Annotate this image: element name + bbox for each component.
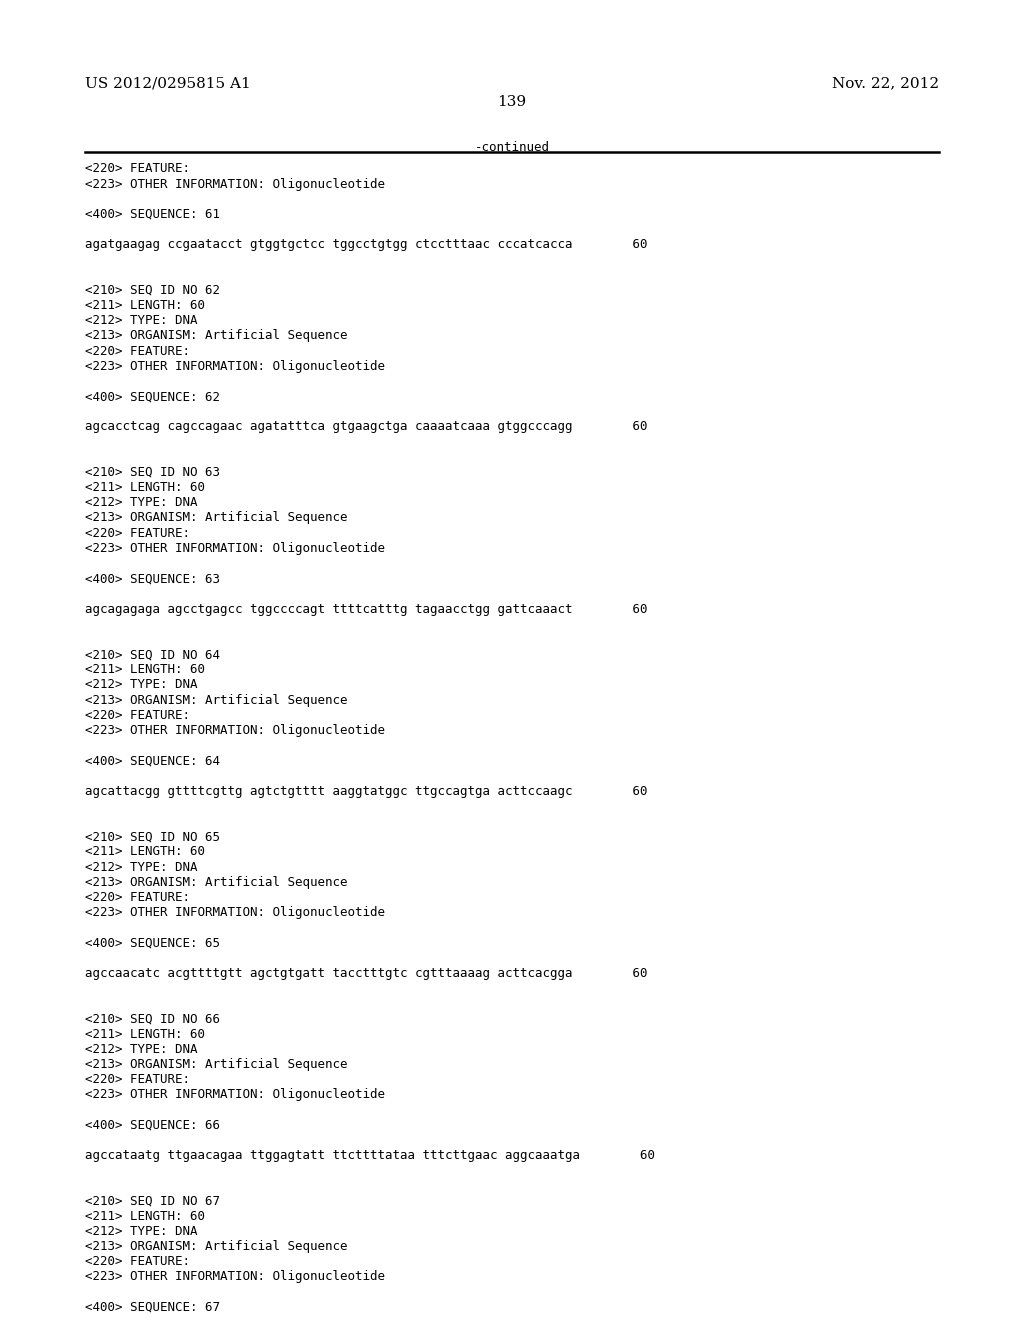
- Text: <213> ORGANISM: Artificial Sequence: <213> ORGANISM: Artificial Sequence: [85, 511, 347, 524]
- Text: <213> ORGANISM: Artificial Sequence: <213> ORGANISM: Artificial Sequence: [85, 693, 347, 706]
- Text: <211> LENGTH: 60: <211> LENGTH: 60: [85, 1209, 205, 1222]
- Text: <400> SEQUENCE: 66: <400> SEQUENCE: 66: [85, 1118, 220, 1131]
- Text: agcattacgg gttttcgttg agtctgtttt aaggtatggc ttgccagtga acttccaagc        60: agcattacgg gttttcgttg agtctgtttt aaggtat…: [85, 784, 647, 797]
- Text: <211> LENGTH: 60: <211> LENGTH: 60: [85, 298, 205, 312]
- Text: <220> FEATURE:: <220> FEATURE:: [85, 345, 190, 358]
- Text: <400> SEQUENCE: 61: <400> SEQUENCE: 61: [85, 207, 220, 220]
- Text: Nov. 22, 2012: Nov. 22, 2012: [831, 77, 939, 91]
- Text: <210> SEQ ID NO 62: <210> SEQ ID NO 62: [85, 284, 220, 297]
- Text: <210> SEQ ID NO 64: <210> SEQ ID NO 64: [85, 648, 220, 661]
- Text: <400> SEQUENCE: 62: <400> SEQUENCE: 62: [85, 389, 220, 403]
- Text: <211> LENGTH: 60: <211> LENGTH: 60: [85, 1027, 205, 1040]
- Text: agcacctcag cagccagaac agatatttca gtgaagctga caaaatcaaa gtggcccagg        60: agcacctcag cagccagaac agatatttca gtgaagc…: [85, 420, 647, 433]
- Text: <400> SEQUENCE: 64: <400> SEQUENCE: 64: [85, 754, 220, 767]
- Text: agccataatg ttgaacagaa ttggagtatt ttcttttataa tttcttgaac aggcaaatga        60: agccataatg ttgaacagaa ttggagtatt ttctttt…: [85, 1148, 655, 1162]
- Text: agcagagaga agcctgagcc tggccccagt ttttcatttg tagaacctgg gattcaaact        60: agcagagaga agcctgagcc tggccccagt ttttcat…: [85, 602, 647, 615]
- Text: <212> TYPE: DNA: <212> TYPE: DNA: [85, 1225, 198, 1238]
- Text: <223> OTHER INFORMATION: Oligonucleotide: <223> OTHER INFORMATION: Oligonucleotide: [85, 1270, 385, 1283]
- Text: <220> FEATURE:: <220> FEATURE:: [85, 527, 190, 540]
- Text: <220> FEATURE:: <220> FEATURE:: [85, 1073, 190, 1086]
- Text: <220> FEATURE:: <220> FEATURE:: [85, 1255, 190, 1269]
- Text: <400> SEQUENCE: 67: <400> SEQUENCE: 67: [85, 1300, 220, 1313]
- Text: <213> ORGANISM: Artificial Sequence: <213> ORGANISM: Artificial Sequence: [85, 1239, 347, 1253]
- Text: <400> SEQUENCE: 65: <400> SEQUENCE: 65: [85, 936, 220, 949]
- Text: <213> ORGANISM: Artificial Sequence: <213> ORGANISM: Artificial Sequence: [85, 329, 347, 342]
- Text: <220> FEATURE:: <220> FEATURE:: [85, 891, 190, 904]
- Text: <213> ORGANISM: Artificial Sequence: <213> ORGANISM: Artificial Sequence: [85, 1057, 347, 1071]
- Text: <212> TYPE: DNA: <212> TYPE: DNA: [85, 496, 198, 510]
- Text: <223> OTHER INFORMATION: Oligonucleotide: <223> OTHER INFORMATION: Oligonucleotide: [85, 541, 385, 554]
- Text: <210> SEQ ID NO 66: <210> SEQ ID NO 66: [85, 1012, 220, 1026]
- Text: <210> SEQ ID NO 65: <210> SEQ ID NO 65: [85, 830, 220, 843]
- Text: <212> TYPE: DNA: <212> TYPE: DNA: [85, 314, 198, 327]
- Text: <223> OTHER INFORMATION: Oligonucleotide: <223> OTHER INFORMATION: Oligonucleotide: [85, 723, 385, 737]
- Text: <213> ORGANISM: Artificial Sequence: <213> ORGANISM: Artificial Sequence: [85, 875, 347, 888]
- Text: <223> OTHER INFORMATION: Oligonucleotide: <223> OTHER INFORMATION: Oligonucleotide: [85, 359, 385, 372]
- Text: <212> TYPE: DNA: <212> TYPE: DNA: [85, 678, 198, 692]
- Text: <211> LENGTH: 60: <211> LENGTH: 60: [85, 480, 205, 494]
- Text: -continued: -continued: [474, 141, 550, 154]
- Text: <400> SEQUENCE: 63: <400> SEQUENCE: 63: [85, 572, 220, 585]
- Text: 139: 139: [498, 95, 526, 110]
- Text: agccaacatc acgttttgtt agctgtgatt tacctttgtc cgtttaaaag acttcacgga        60: agccaacatc acgttttgtt agctgtgatt taccttt…: [85, 966, 647, 979]
- Text: <220> FEATURE:: <220> FEATURE:: [85, 162, 190, 176]
- Text: <211> LENGTH: 60: <211> LENGTH: 60: [85, 663, 205, 676]
- Text: US 2012/0295815 A1: US 2012/0295815 A1: [85, 77, 251, 91]
- Text: <223> OTHER INFORMATION: Oligonucleotide: <223> OTHER INFORMATION: Oligonucleotide: [85, 906, 385, 919]
- Text: <212> TYPE: DNA: <212> TYPE: DNA: [85, 861, 198, 874]
- Text: agatgaagag ccgaatacct gtggtgctcc tggcctgtgg ctcctttaac cccatcacca        60: agatgaagag ccgaatacct gtggtgctcc tggcctg…: [85, 238, 647, 251]
- Text: <220> FEATURE:: <220> FEATURE:: [85, 709, 190, 722]
- Text: <223> OTHER INFORMATION: Oligonucleotide: <223> OTHER INFORMATION: Oligonucleotide: [85, 177, 385, 190]
- Text: <210> SEQ ID NO 67: <210> SEQ ID NO 67: [85, 1195, 220, 1208]
- Text: <211> LENGTH: 60: <211> LENGTH: 60: [85, 845, 205, 858]
- Text: <212> TYPE: DNA: <212> TYPE: DNA: [85, 1043, 198, 1056]
- Text: <210> SEQ ID NO 63: <210> SEQ ID NO 63: [85, 466, 220, 479]
- Text: <223> OTHER INFORMATION: Oligonucleotide: <223> OTHER INFORMATION: Oligonucleotide: [85, 1088, 385, 1101]
